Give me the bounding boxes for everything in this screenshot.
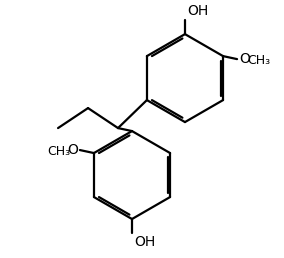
Text: OH: OH — [187, 4, 208, 18]
Text: CH₃: CH₃ — [247, 54, 270, 67]
Text: O: O — [67, 143, 78, 157]
Text: CH₃: CH₃ — [47, 144, 70, 158]
Text: O: O — [239, 52, 250, 66]
Text: OH: OH — [134, 235, 155, 249]
